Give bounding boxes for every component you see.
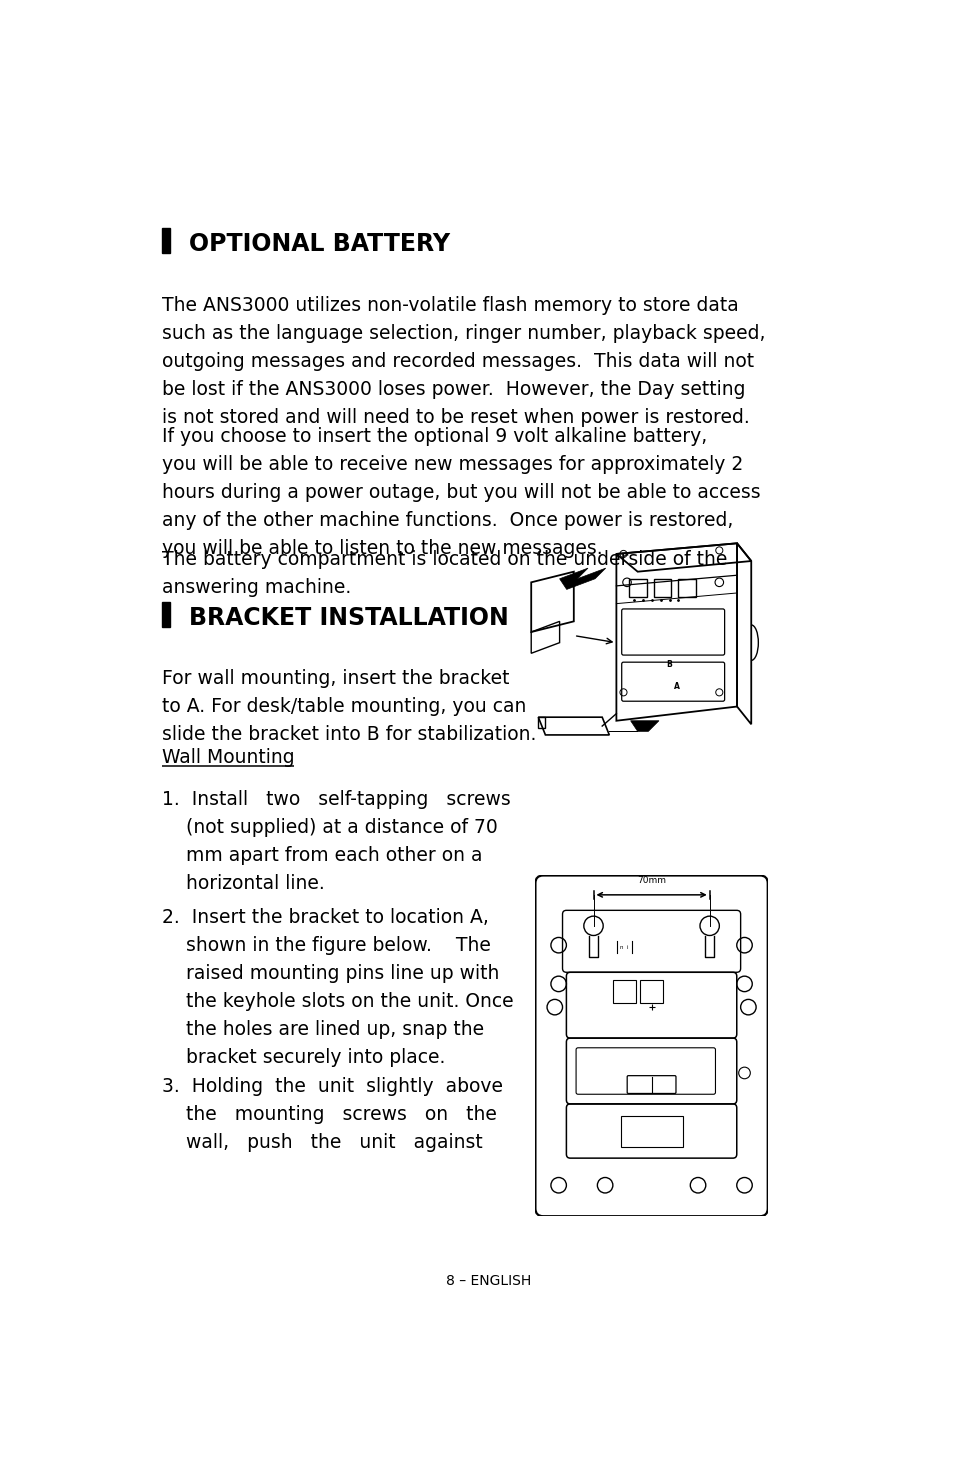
Bar [162, 602, 170, 627]
Text: 2.  Insert the bracket to location A,
    shown in the figure below.    The
    : 2. Insert the bracket to location A, sho… [162, 909, 514, 1068]
Text: OPTIONAL BATTERY: OPTIONAL BATTERY [189, 232, 450, 255]
Text: For wall mounting, insert the bracket
to A. For desk/table mounting, you can
sli: For wall mounting, insert the bracket to… [162, 668, 536, 743]
Text: Wall Mounting: Wall Mounting [162, 748, 294, 767]
Text: If you choose to insert the optional 9 volt alkaline battery,
you will be able t: If you choose to insert the optional 9 v… [162, 426, 760, 558]
Text: 8 – ENGLISH: 8 – ENGLISH [446, 1274, 531, 1288]
Text: 1.  Install   two   self-tapping   screws
    (not supplied) at a distance of 70: 1. Install two self-tapping screws (not … [162, 791, 511, 894]
Text: The ANS3000 utilizes non-volatile flash memory to store data
such as the languag: The ANS3000 utilizes non-volatile flash … [162, 296, 765, 428]
Text: 3.  Holding  the  unit  slightly  above
    the   mounting   screws   on   the
 : 3. Holding the unit slightly above the m… [162, 1077, 502, 1152]
Text: The battery compartment is located on the underside of the
answering machine.: The battery compartment is located on th… [162, 550, 727, 596]
Bar [162, 227, 170, 252]
Text: BRACKET INSTALLATION: BRACKET INSTALLATION [189, 606, 508, 630]
